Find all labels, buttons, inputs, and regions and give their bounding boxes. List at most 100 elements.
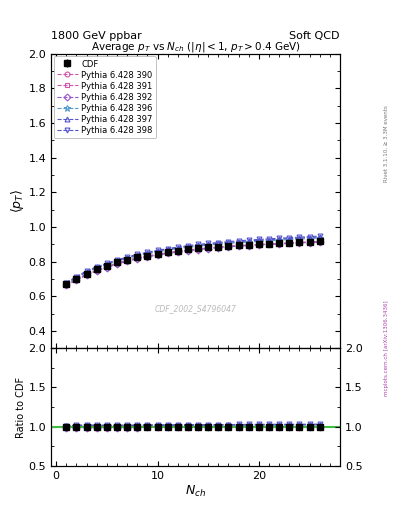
- Pythia 6.428 397: [317, 234, 322, 240]
- Text: 1800 GeV ppbar: 1800 GeV ppbar: [51, 31, 142, 41]
- Title: Average $p_T$ vs $N_{ch}$ ($|\eta| < 1$, $p_T > 0.4$ GeV): Average $p_T$ vs $N_{ch}$ ($|\eta| < 1$,…: [90, 40, 301, 54]
- Pythia 6.428 396: [206, 242, 211, 248]
- Pythia 6.428 396: [64, 281, 69, 287]
- Pythia 6.428 398: [94, 264, 99, 270]
- Pythia 6.428 396: [145, 251, 150, 257]
- Pythia 6.428 397: [74, 274, 79, 280]
- Pythia 6.428 398: [155, 247, 160, 253]
- Pythia 6.428 396: [185, 244, 190, 250]
- Line: Pythia 6.428 396: Pythia 6.428 396: [63, 235, 323, 287]
- Pythia 6.428 397: [277, 236, 281, 242]
- Pythia 6.428 397: [236, 239, 241, 245]
- Pythia 6.428 398: [246, 237, 251, 243]
- Pythia 6.428 391: [266, 241, 271, 247]
- Pythia 6.428 398: [175, 244, 180, 250]
- Line: Pythia 6.428 397: Pythia 6.428 397: [64, 234, 322, 286]
- Pythia 6.428 390: [307, 239, 312, 245]
- Pythia 6.428 392: [236, 243, 241, 249]
- Pythia 6.428 397: [297, 235, 302, 241]
- Pythia 6.428 391: [277, 240, 281, 246]
- Pythia 6.428 391: [246, 242, 251, 248]
- Pythia 6.428 391: [185, 247, 190, 253]
- Pythia 6.428 396: [246, 239, 251, 245]
- Pythia 6.428 397: [105, 261, 109, 267]
- Pythia 6.428 396: [226, 240, 231, 246]
- Pythia 6.428 390: [206, 245, 211, 251]
- Pythia 6.428 392: [64, 283, 69, 289]
- Pythia 6.428 391: [155, 251, 160, 258]
- Pythia 6.428 397: [64, 280, 69, 286]
- Pythia 6.428 397: [155, 248, 160, 254]
- Pythia 6.428 396: [175, 246, 180, 252]
- Pythia 6.428 390: [155, 251, 160, 258]
- Pythia 6.428 391: [165, 249, 170, 255]
- Pythia 6.428 392: [155, 252, 160, 258]
- Pythia 6.428 391: [94, 267, 99, 273]
- Pythia 6.428 398: [64, 280, 69, 286]
- Pythia 6.428 398: [115, 257, 119, 263]
- Pythia 6.428 391: [297, 239, 302, 245]
- Pythia 6.428 390: [277, 241, 281, 247]
- Pythia 6.428 398: [266, 236, 271, 242]
- Pythia 6.428 391: [175, 248, 180, 254]
- Line: Pythia 6.428 390: Pythia 6.428 390: [64, 239, 322, 287]
- Pythia 6.428 392: [115, 261, 119, 267]
- Pythia 6.428 391: [115, 260, 119, 266]
- Pythia 6.428 398: [84, 268, 89, 274]
- Line: Pythia 6.428 398: Pythia 6.428 398: [64, 233, 322, 285]
- Pythia 6.428 396: [196, 243, 200, 249]
- Pythia 6.428 390: [74, 276, 79, 283]
- Pythia 6.428 390: [297, 240, 302, 246]
- Pythia 6.428 392: [297, 240, 302, 246]
- Pythia 6.428 390: [185, 247, 190, 253]
- Pythia 6.428 398: [277, 235, 281, 241]
- Legend: CDF, Pythia 6.428 390, Pythia 6.428 391, Pythia 6.428 392, Pythia 6.428 396, Pyt: CDF, Pythia 6.428 390, Pythia 6.428 391,…: [53, 56, 156, 138]
- Pythia 6.428 391: [196, 246, 200, 252]
- Pythia 6.428 392: [216, 245, 221, 251]
- Pythia 6.428 397: [165, 246, 170, 252]
- Text: Rivet 3.1.10, ≥ 3.3M events: Rivet 3.1.10, ≥ 3.3M events: [384, 105, 389, 182]
- Pythia 6.428 390: [257, 242, 261, 248]
- Pythia 6.428 390: [236, 243, 241, 249]
- Pythia 6.428 390: [125, 258, 129, 264]
- Pythia 6.428 391: [135, 254, 140, 261]
- Pythia 6.428 392: [105, 265, 109, 271]
- Pythia 6.428 396: [165, 247, 170, 253]
- Pythia 6.428 396: [297, 236, 302, 242]
- Pythia 6.428 396: [125, 255, 129, 262]
- Pythia 6.428 390: [145, 253, 150, 260]
- Pythia 6.428 396: [266, 238, 271, 244]
- X-axis label: $N_{ch}$: $N_{ch}$: [185, 483, 206, 499]
- Pythia 6.428 396: [155, 249, 160, 255]
- Pythia 6.428 396: [236, 240, 241, 246]
- Pythia 6.428 392: [165, 250, 170, 257]
- Pythia 6.428 392: [317, 239, 322, 245]
- Pythia 6.428 391: [206, 245, 211, 251]
- Pythia 6.428 390: [317, 239, 322, 245]
- Pythia 6.428 398: [206, 240, 211, 246]
- Pythia 6.428 397: [287, 236, 292, 242]
- Y-axis label: $\langle p_T \rangle$: $\langle p_T \rangle$: [9, 189, 26, 213]
- Text: CDF_2002_S4796047: CDF_2002_S4796047: [154, 304, 237, 313]
- Pythia 6.428 391: [105, 264, 109, 270]
- Pythia 6.428 396: [277, 237, 281, 243]
- Pythia 6.428 398: [185, 243, 190, 249]
- Pythia 6.428 398: [135, 251, 140, 258]
- Pythia 6.428 392: [257, 242, 261, 248]
- Pythia 6.428 397: [145, 250, 150, 256]
- Pythia 6.428 390: [287, 240, 292, 246]
- Pythia 6.428 392: [206, 246, 211, 252]
- Pythia 6.428 397: [246, 238, 251, 244]
- Pythia 6.428 391: [84, 271, 89, 277]
- Pythia 6.428 397: [257, 237, 261, 243]
- Pythia 6.428 398: [196, 241, 200, 247]
- Pythia 6.428 391: [145, 253, 150, 259]
- Pythia 6.428 392: [74, 277, 79, 283]
- Pythia 6.428 390: [165, 250, 170, 256]
- Pythia 6.428 392: [226, 244, 231, 250]
- Pythia 6.428 390: [196, 246, 200, 252]
- Pythia 6.428 391: [307, 239, 312, 245]
- Pythia 6.428 398: [317, 233, 322, 239]
- Pythia 6.428 396: [94, 265, 99, 271]
- Pythia 6.428 397: [84, 268, 89, 274]
